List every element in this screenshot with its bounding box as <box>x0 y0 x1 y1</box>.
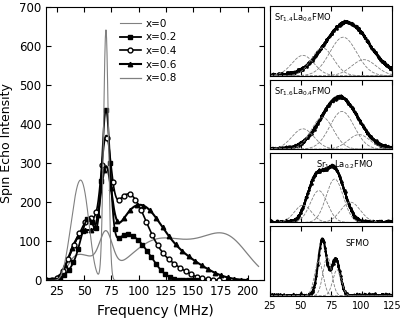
x=0.4 <box>47 278 52 282</box>
x=0.2 <box>192 278 197 282</box>
x=0.4 <box>104 133 109 137</box>
x=0.4 <box>44 278 48 282</box>
x=0.2 <box>118 235 123 239</box>
Line: x=0.4: x=0.4 <box>44 133 223 283</box>
x=0.4 <box>111 185 116 189</box>
x=0.6 <box>245 278 250 282</box>
X-axis label: Frequency (MHz): Frequency (MHz) <box>97 304 213 318</box>
x=0.8 <box>134 248 139 252</box>
x=0.2 <box>104 107 108 111</box>
x=0.8 <box>103 229 108 233</box>
x=0.2 <box>196 278 201 282</box>
x=0.6 <box>104 164 108 168</box>
x=0.6 <box>210 269 214 273</box>
x=0.8 <box>252 260 257 264</box>
x=0.6 <box>244 278 249 282</box>
Y-axis label: Spin Echo Intensity: Spin Echo Intensity <box>0 84 13 203</box>
Text: Sr$_{1.4}$La$_{0.6}$FMO: Sr$_{1.4}$La$_{0.6}$FMO <box>274 12 332 24</box>
x=0.2 <box>44 278 48 282</box>
x=0.8 <box>68 259 73 263</box>
x=0 <box>50 278 55 282</box>
Legend: x=0, x=0.2, x=0.4, x=0.6, x=0.8: x=0, x=0.2, x=0.4, x=0.6, x=0.8 <box>116 14 181 88</box>
x=0 <box>105 51 110 55</box>
x=0.6 <box>166 233 170 237</box>
x=0.4 <box>186 271 190 275</box>
x=0.6 <box>119 220 124 224</box>
x=0.8 <box>80 253 85 256</box>
Text: Sr$_{1.6}$La$_{0.4}$FMO: Sr$_{1.6}$La$_{0.4}$FMO <box>274 85 332 98</box>
Line: x=0.8: x=0.8 <box>46 231 258 280</box>
Text: SFMO: SFMO <box>346 239 370 248</box>
x=0 <box>142 278 147 282</box>
x=0.4 <box>218 278 223 282</box>
x=0.8 <box>229 235 234 239</box>
x=0.4 <box>141 213 146 217</box>
x=0 <box>44 278 48 282</box>
x=0.2 <box>192 278 196 282</box>
x=0.6 <box>202 265 207 269</box>
x=0.8 <box>125 256 130 259</box>
x=0 <box>165 278 170 282</box>
x=0.2 <box>164 273 169 277</box>
Line: x=0: x=0 <box>46 30 171 280</box>
Line: x=0.2: x=0.2 <box>44 107 201 282</box>
x=0.4 <box>193 274 198 278</box>
x=0.6 <box>44 278 48 282</box>
Text: Sr$_{1.8}$La$_{0.2}$FMO: Sr$_{1.8}$La$_{0.2}$FMO <box>316 158 374 171</box>
x=0.2 <box>114 234 119 238</box>
x=0.8 <box>256 264 261 268</box>
Line: x=0.6: x=0.6 <box>44 164 250 283</box>
x=0 <box>169 278 174 282</box>
x=0.8 <box>44 278 48 282</box>
x=0.2 <box>51 278 56 282</box>
x=0.4 <box>199 276 204 280</box>
x=0 <box>104 28 108 32</box>
x=0 <box>101 121 106 125</box>
x=0.6 <box>134 203 139 207</box>
x=0 <box>165 278 170 282</box>
